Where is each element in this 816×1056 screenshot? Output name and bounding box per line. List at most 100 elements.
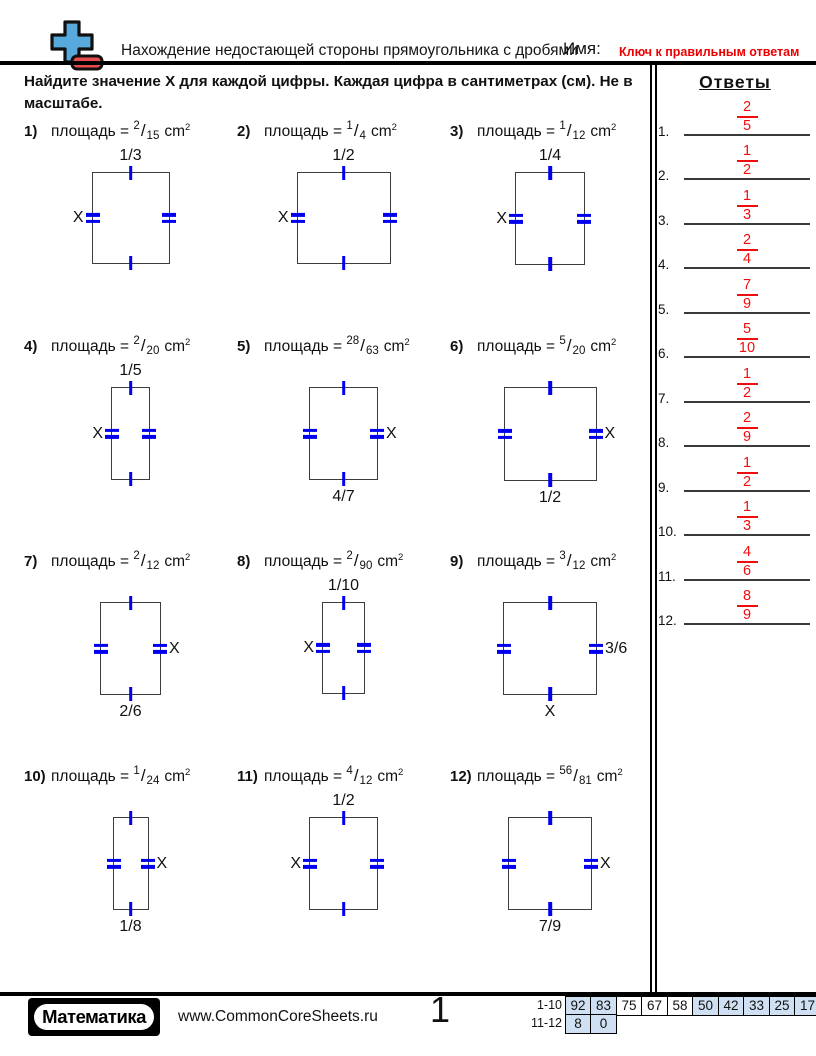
problem-11: 11) площадь = 4/12 cm2 1/2 X: [237, 765, 450, 980]
tick-right: [153, 643, 167, 654]
answer-blank-line: [684, 623, 810, 625]
tick-right: [161, 212, 176, 224]
tick-left: [316, 642, 330, 654]
side-label-left: X: [496, 209, 507, 227]
page-number: 1: [429, 989, 451, 1030]
rectangle-figure: 1/8 X: [24, 811, 237, 992]
tick-top: [548, 596, 552, 610]
tick-bottom: [548, 257, 552, 271]
answer-blank-line: [684, 578, 810, 581]
side-label-top: 1/5: [119, 362, 142, 379]
tick-right: [357, 642, 371, 654]
tick-left: [502, 858, 516, 869]
tick-left: [94, 643, 108, 654]
tick-right: [589, 643, 603, 654]
area-formula: площадь = 1/4 cm2: [264, 120, 397, 142]
answer-number: 9.: [658, 479, 670, 495]
tick-top: [128, 166, 133, 180]
answer-blank-line: [684, 267, 810, 269]
score-row: 1-10 92 83 75 67 58 50 42 33 25 17: [522, 996, 816, 1016]
tick-left: [105, 428, 119, 439]
problem-8: 8) площадь = 2/90 cm2 1/10 X: [237, 550, 450, 765]
rectangle-figure: 1/4 X: [450, 147, 650, 347]
tick-right: [577, 213, 591, 224]
tick-bottom: [128, 687, 133, 701]
rectangle-figure: X 3/6: [450, 596, 650, 777]
answer-number: 12.: [658, 613, 677, 628]
answer-fraction: 5 10: [684, 322, 810, 356]
rectangle-figure: 4/7 X: [237, 381, 450, 562]
answer-blank-line: [684, 133, 810, 136]
problem-number: 6): [450, 338, 464, 355]
score-row-label: 1-10: [536, 998, 562, 1012]
answer-number: 7.: [658, 390, 670, 406]
tick-left: [303, 428, 317, 439]
math-logo: Математика: [28, 998, 160, 1036]
area-formula: площадь = 1/24 cm2: [51, 765, 191, 787]
tick-left: [85, 212, 100, 224]
rectangle-figure: 1/3 X: [24, 147, 237, 347]
side-label-left: X: [92, 424, 103, 442]
tick-top: [548, 166, 552, 180]
tick-bottom: [128, 472, 133, 486]
side-label-right: X: [169, 639, 180, 657]
tick-right: [370, 858, 384, 869]
problem-10: 10) площадь = 1/24 cm2 1/8 X: [24, 765, 237, 980]
tick-top: [341, 596, 346, 610]
area-formula: площадь = 2/20 cm2: [51, 335, 191, 357]
rectangle: X 3/6: [497, 596, 627, 720]
side-label-top: 1/2: [332, 147, 355, 164]
answer-blank-line: [684, 489, 810, 492]
score-cell: 75: [615, 996, 643, 1016]
tick-top: [128, 381, 133, 395]
tick-left: [106, 858, 121, 869]
tick-bottom: [128, 256, 133, 270]
side-label-bottom: 2/6: [119, 703, 142, 720]
problem-5: 5) площадь = 28/63 cm2 4/7 X: [237, 335, 450, 550]
rectangle: 1/2 X: [278, 147, 397, 270]
side-label-right: 3/6: [605, 639, 628, 657]
tick-bottom: [548, 687, 552, 701]
side-label-left: X: [303, 639, 314, 656]
rectangle: 1/3 X: [73, 147, 176, 270]
side-label-right: X: [604, 425, 616, 442]
side-label-top: 1/3: [119, 147, 142, 164]
problem-number: 2): [237, 123, 251, 140]
answer-blank-line: [684, 445, 810, 447]
answer-blank-line: [684, 311, 810, 314]
problem-6: 6) площадь = 5/20 cm2 1/2 X: [450, 335, 650, 550]
area-formula: площадь = 2/15 cm2: [51, 120, 191, 142]
rectangle-figure: 7/9 X: [450, 811, 650, 992]
tick-left: [509, 213, 523, 224]
answer-row: 6. 5 10: [656, 321, 814, 366]
problem-7: 7) площадь = 2/12 cm2 2/6 X: [24, 550, 237, 765]
area-formula: площадь = 4/12 cm2: [264, 765, 404, 787]
problem-2: 2) площадь = 1/4 cm2 1/2 X: [237, 120, 450, 335]
answers-title: Ответы: [699, 72, 771, 92]
tick-top: [341, 166, 346, 180]
rectangle-figure: 1/2 X: [450, 381, 650, 562]
rectangle-figure: 1/2 X: [237, 147, 450, 347]
tick-bottom: [548, 902, 552, 916]
area-formula: площадь = 1/12 cm2: [477, 120, 617, 142]
problem-number: 7): [24, 553, 38, 570]
rectangle: 1/5 X: [92, 362, 156, 486]
answer-blank-line: [684, 534, 810, 536]
problem-number: 3): [450, 123, 464, 140]
tick-bottom: [341, 472, 346, 486]
problem-number: 11): [237, 768, 258, 785]
area-formula: площадь = 5/20 cm2: [477, 335, 617, 357]
